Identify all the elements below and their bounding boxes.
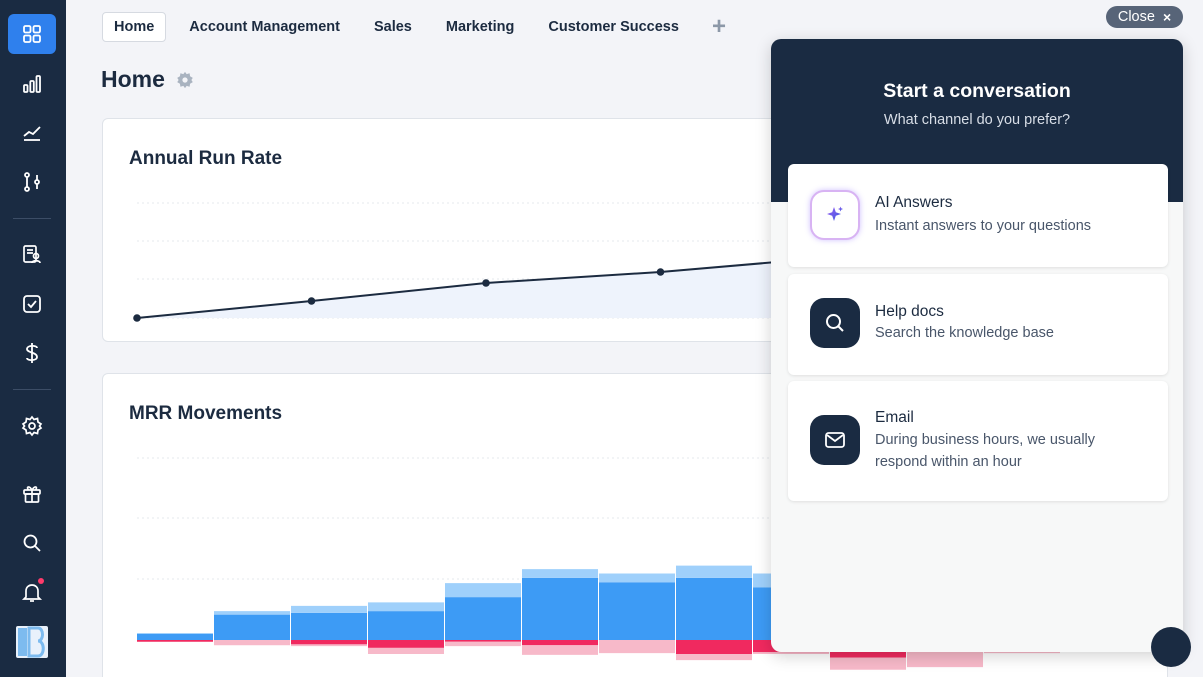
tab-home[interactable]: Home — [102, 12, 167, 42]
sidebar-item-reports[interactable] — [8, 64, 56, 104]
mrr-bar-segment — [445, 640, 521, 642]
settings-icon — [21, 415, 43, 437]
page-title: Home — [101, 66, 165, 92]
close-label: Close — [1117, 9, 1155, 25]
mrr-bar-segment — [368, 602, 444, 612]
mrr-bar-segment — [676, 654, 752, 661]
mrr-bar-segment — [291, 605, 367, 613]
mrr-bar-segment — [599, 582, 675, 640]
sidebar-divider — [13, 218, 51, 219]
chat-subtitle: What channel do you prefer? — [883, 112, 1071, 128]
mrr-bar-segment — [214, 614, 290, 640]
ai-answers-option[interactable]: AI Answers Instant answers to your quest… — [788, 164, 1168, 267]
mrr-bar-segment — [676, 565, 752, 578]
mrr-bar-segment — [445, 583, 521, 598]
mrr-bar-segment — [676, 577, 752, 640]
mrr-bar-segment — [753, 652, 829, 654]
close-chat-button[interactable]: Close × — [1106, 6, 1183, 28]
sidebar-item-customers[interactable] — [8, 234, 56, 274]
option-title: Email — [875, 409, 914, 426]
tab-sales[interactable]: Sales — [373, 19, 412, 35]
mrr-bar-segment — [137, 640, 213, 642]
add-tab-button[interactable]: + — [711, 13, 726, 40]
sidebar-item-gift[interactable] — [8, 473, 56, 513]
sidebar-item-notifications[interactable] — [8, 572, 56, 612]
mrr-bar-segment — [214, 640, 290, 646]
arr-line-chart — [133, 202, 1143, 322]
option-title: AI Answers — [875, 194, 953, 211]
option-description: Instant answers to your questions — [875, 218, 1092, 234]
arr-point — [133, 314, 141, 322]
sidebar-item-trends[interactable] — [8, 112, 56, 152]
sidebar-item-dashboard[interactable] — [8, 14, 56, 54]
mrr-bar-segment — [599, 573, 675, 583]
sidebar-item-search[interactable] — [8, 523, 56, 563]
pipeline-icon — [24, 172, 40, 192]
mrr-bar-segment — [445, 597, 521, 640]
search-icon — [23, 534, 41, 552]
arr-point — [482, 279, 490, 287]
sidebar-item-tasks[interactable] — [8, 284, 56, 324]
mrr-bar-segment — [137, 633, 213, 634]
chat-title: Start a conversation — [883, 80, 1071, 102]
card-title: MRR Movements — [129, 403, 283, 424]
trend-line-icon — [23, 126, 41, 141]
help-launcher-button[interactable] — [1151, 627, 1191, 667]
mrr-bar-segment — [522, 569, 598, 578]
sidebar — [0, 0, 66, 677]
mrr-bar-segment — [522, 640, 598, 646]
mrr-bar-segment — [368, 647, 444, 654]
mrr-bar-segment — [676, 640, 752, 654]
sidebar-item-pipeline[interactable] — [8, 162, 56, 202]
mrr-bar-segment — [291, 644, 367, 647]
mrr-bar-segment — [291, 612, 367, 640]
customers-icon — [23, 245, 41, 264]
arr-point — [307, 297, 316, 305]
sidebar-divider — [13, 389, 51, 390]
mrr-bar-segment — [291, 640, 367, 645]
option-description: During business hours, we usually respon… — [875, 432, 1096, 470]
option-title: Help docs — [875, 303, 944, 320]
mrr-bar-segment — [368, 611, 444, 640]
card-title: Annual Run Rate — [129, 148, 283, 169]
close-icon: × — [1162, 9, 1172, 25]
mrr-bar-segment — [522, 645, 598, 655]
dashboard-grid-icon — [23, 25, 41, 43]
dashboard-tabs: Home Account Management Sales Marketing … — [102, 12, 726, 42]
sparkle-icon — [810, 190, 860, 240]
logo-mark — [18, 626, 45, 658]
page-settings-gear-icon[interactable] — [176, 71, 194, 89]
mrr-bar-segment — [137, 633, 213, 640]
mrr-bar-segment — [445, 641, 521, 647]
help-docs-option[interactable]: Help docs Search the knowledge base — [788, 274, 1168, 375]
tab-account-management[interactable]: Account Management — [189, 19, 340, 35]
sidebar-item-settings[interactable] — [8, 406, 56, 446]
notification-dot — [38, 578, 44, 584]
company-logo[interactable] — [16, 626, 48, 658]
gift-icon — [23, 486, 41, 503]
mrr-bar-segment — [214, 611, 290, 615]
tasks-icon — [23, 295, 41, 313]
mail-icon — [810, 415, 860, 465]
mrr-bar-segment — [368, 640, 444, 648]
tab-marketing[interactable]: Marketing — [445, 19, 515, 35]
dollar-icon — [26, 343, 38, 363]
chat-panel: Start a conversation What channel do you… — [771, 39, 1183, 652]
mrr-bar-segment — [830, 657, 906, 670]
search-icon — [810, 298, 860, 348]
tab-customer-success[interactable]: Customer Success — [548, 19, 679, 35]
notifications-icon — [21, 584, 43, 602]
option-description: Search the knowledge base — [875, 325, 1054, 341]
bar-chart-icon — [23, 75, 41, 93]
mrr-bar-segment — [599, 640, 675, 654]
email-option[interactable]: Email During business hours, we usually … — [788, 381, 1168, 501]
sidebar-item-revenue[interactable] — [8, 333, 56, 373]
arr-point — [656, 268, 665, 276]
mrr-bar-segment — [522, 577, 598, 640]
